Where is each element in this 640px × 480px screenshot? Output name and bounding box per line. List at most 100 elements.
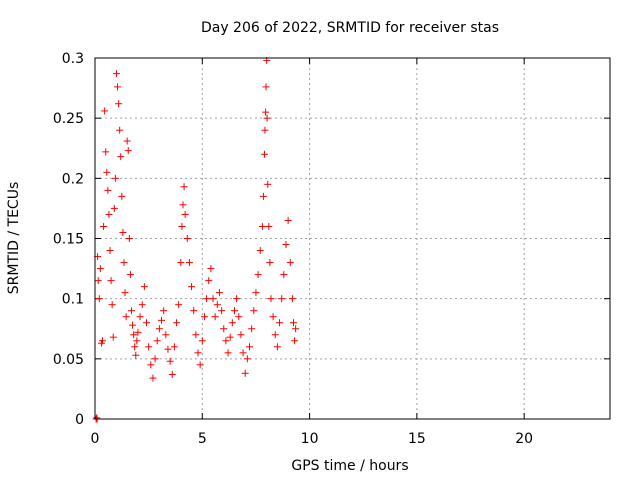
data-point [107,277,115,285]
data-point [134,328,142,336]
y-tick-label: 0.15 [53,232,84,248]
data-point [120,259,128,267]
data-point [143,319,150,327]
data-point [207,265,215,273]
data-point [228,319,236,327]
data-point [138,301,146,309]
data-point [194,349,202,357]
data-point [237,331,245,339]
x-axis-label: GPS time / hours [291,458,408,474]
data-point [145,343,153,351]
chart-title: Day 206 of 2022, SRMTID for receiver sta… [201,20,499,36]
y-tick-label: 0.3 [62,51,84,67]
data-point [261,126,269,134]
data-point [116,126,124,134]
data-point [284,216,292,224]
data-point [286,259,294,267]
data-point [102,148,110,156]
data-point [226,333,234,341]
data-point [246,343,253,351]
data-point [267,295,275,303]
data-point [96,265,104,273]
data-point [155,325,163,333]
data-point [222,337,230,345]
data-point [218,307,226,315]
y-tick-label: 0.05 [53,352,84,368]
data-point [185,259,193,267]
data-point [178,222,186,230]
data-point [282,241,290,249]
data-point [173,319,181,327]
data-point [233,295,241,303]
data-point [190,307,198,315]
data-point [205,277,213,285]
data-point [264,180,272,188]
y-tick-label: 0 [75,412,84,428]
data-point [265,222,273,230]
data-point [220,325,228,333]
data-point [289,319,297,327]
data-point [109,333,117,341]
data-point [183,235,191,242]
data-point [276,319,284,327]
data-point [288,295,296,303]
y-tick-label: 0.1 [62,292,84,308]
data-point [121,289,129,297]
data-point [224,349,232,357]
data-point [166,357,174,365]
data-point [261,150,269,158]
data-point [252,289,260,297]
data-point [100,222,108,230]
data-point [170,343,178,351]
data-point [258,222,266,230]
data-point [241,369,249,377]
data-point [196,361,204,369]
data-point [111,174,119,182]
data-point [110,204,118,212]
data-point [147,361,155,369]
data-point [132,351,140,359]
data-point [250,307,258,315]
data-point [151,355,159,363]
data-point [108,301,116,309]
data-point [215,289,223,297]
data-point [122,313,130,321]
plot-frame [94,57,611,420]
data-point [177,259,185,267]
data-point [266,259,274,267]
data-point [131,343,139,351]
x-tick-label: 15 [408,431,426,447]
data-point [291,337,299,345]
data-point [235,313,243,321]
data-point [119,228,127,236]
data-point [213,301,221,309]
data-point [198,337,206,345]
y-tick-label: 0.2 [62,171,84,187]
data-point [200,313,208,321]
data-point [230,307,238,315]
data-point [130,331,138,339]
data-point [273,343,281,351]
data-point [181,210,189,218]
data-point [115,100,123,108]
data-point [180,183,188,191]
data-point [133,337,141,345]
data-point [101,107,109,115]
y-tick-label: 0.25 [53,111,84,127]
data-point [256,247,264,255]
data-point [136,313,144,321]
y-axis-label: SRMTID / TECUs [6,182,22,295]
data-point [124,147,132,155]
grid-lines [95,58,610,419]
data-point [168,370,176,378]
data-point [239,349,247,357]
data-points [92,56,300,423]
x-tick-label: 0 [91,431,100,447]
data-point [292,325,300,333]
data-point [254,271,262,279]
data-point [149,374,157,382]
data-point [103,168,111,176]
data-point [158,316,166,324]
data-point [162,331,170,339]
